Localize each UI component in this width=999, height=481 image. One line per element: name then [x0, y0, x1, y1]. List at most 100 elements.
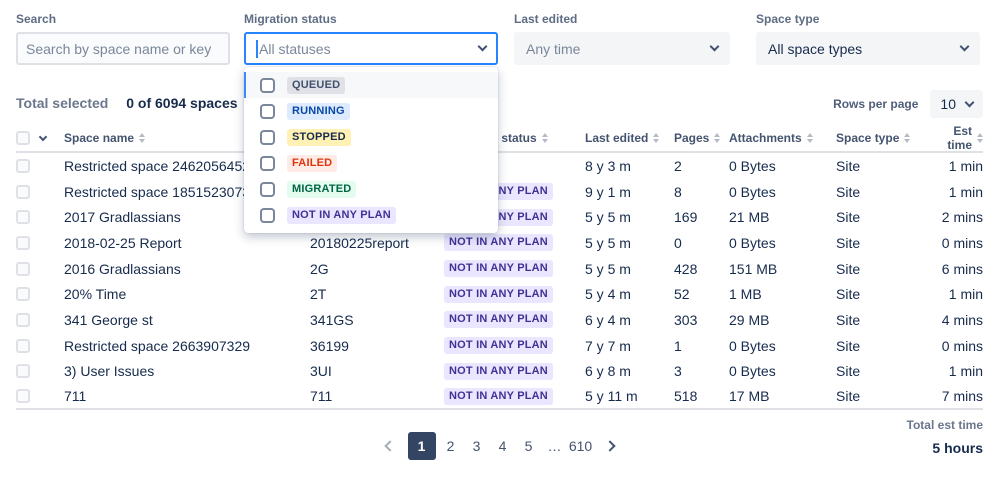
- checkbox-icon[interactable]: [260, 104, 275, 119]
- row-checkbox[interactable]: [16, 287, 30, 301]
- rows-per-page-label: Rows per page: [833, 97, 918, 111]
- status-option-migrated[interactable]: MIGRATED: [244, 176, 498, 202]
- migration-status-select[interactable]: All statuses: [244, 32, 498, 65]
- last-edited-cell: 8 y 3 m: [585, 158, 674, 174]
- chevron-down-icon: [965, 97, 975, 107]
- sort-icon: [904, 133, 910, 143]
- status-lozenge-queued: QUEUED: [287, 77, 345, 94]
- status-lozenge-failed: FAILED: [287, 155, 337, 172]
- row-checkbox[interactable]: [16, 210, 30, 224]
- last-edited-cell: 5 y 5 m: [585, 261, 674, 277]
- migration-status-value: All statuses: [259, 41, 331, 57]
- status-option-stopped[interactable]: STOPPED: [244, 124, 498, 150]
- row-checkbox[interactable]: [16, 236, 30, 250]
- pages-cell: 518: [674, 388, 729, 404]
- chevron-down-icon: [478, 42, 488, 52]
- status-option-failed[interactable]: FAILED: [244, 150, 498, 176]
- prev-page-icon[interactable]: [384, 440, 395, 451]
- row-checkbox[interactable]: [16, 364, 30, 378]
- est-time-cell: 6 mins: [936, 261, 983, 277]
- key-cell: 711: [310, 388, 444, 404]
- status-badge: NOT IN ANY PLAN: [444, 311, 553, 328]
- table-row: 3) User Issues 3UI NOT IN ANY PLAN 6 y 8…: [16, 359, 983, 385]
- checkbox-icon[interactable]: [260, 130, 275, 145]
- est-time-cell: 1 min: [936, 158, 983, 174]
- checkbox-icon[interactable]: [260, 78, 275, 93]
- space-name-cell: 2016 Gradlassians: [64, 261, 310, 277]
- est-time-cell: 1 min: [936, 363, 983, 379]
- table-row: 2016 Gradlassians 2G NOT IN ANY PLAN 5 y…: [16, 256, 983, 282]
- checkbox-icon[interactable]: [260, 156, 275, 171]
- sort-icon: [807, 133, 813, 143]
- space-type-select[interactable]: All space types: [756, 32, 980, 65]
- row-checkbox[interactable]: [16, 185, 30, 199]
- status-option-not-in-any-plan[interactable]: NOT IN ANY PLAN: [244, 202, 498, 228]
- select-all-checkbox[interactable]: [16, 131, 30, 145]
- checkbox-icon[interactable]: [260, 208, 275, 223]
- pages-cell: 0: [674, 235, 729, 251]
- status-lozenge-migrated: MIGRATED: [287, 181, 356, 198]
- key-cell: 20180225report: [310, 235, 444, 251]
- page-button-2[interactable]: 2: [438, 432, 464, 460]
- last-edited-cell: 9 y 1 m: [585, 184, 674, 200]
- last-edited-value: Any time: [526, 41, 580, 57]
- key-cell: 2G: [310, 261, 444, 277]
- expand-all-cell: [40, 137, 64, 140]
- attachments-cell: 0 Bytes: [729, 363, 836, 379]
- col-space-type[interactable]: Space type: [836, 131, 936, 145]
- filter-bar: Search Migration status All statuses Las…: [0, 0, 999, 72]
- rows-per-page-select[interactable]: 10: [930, 90, 983, 118]
- chevron-down-icon[interactable]: [39, 132, 47, 140]
- table-row: 20% Time 2T NOT IN ANY PLAN 5 y 4 m 52 1…: [16, 281, 983, 307]
- page-button-1[interactable]: 1: [408, 432, 436, 460]
- page-button-3[interactable]: 3: [464, 432, 490, 460]
- col-pages[interactable]: Pages: [674, 131, 729, 145]
- space-type-cell: Site: [836, 338, 936, 354]
- col-attachments[interactable]: Attachments: [729, 131, 836, 145]
- total-selected-label: Total selected: [16, 95, 108, 111]
- text-caret: [256, 40, 258, 58]
- status-option-queued[interactable]: QUEUED: [244, 72, 498, 98]
- last-edited-select[interactable]: Any time: [514, 32, 730, 65]
- table-row: Restricted space 1851523073 NOT IN ANY P…: [16, 179, 983, 205]
- space-name-cell: 2018-02-25 Report: [64, 235, 310, 251]
- space-type-value: All space types: [768, 41, 862, 57]
- search-input[interactable]: [16, 32, 230, 65]
- attachments-cell: 151 MB: [729, 261, 836, 277]
- space-type-cell: Site: [836, 158, 936, 174]
- col-last-edited[interactable]: Last edited: [585, 131, 674, 145]
- attachments-cell: 0 Bytes: [729, 338, 836, 354]
- space-type-label: Space type: [756, 12, 980, 26]
- table-body: Restricted space 2462056452 8 y 3 m 2 0 …: [16, 153, 983, 410]
- page-button-610[interactable]: 610: [568, 432, 594, 460]
- checkbox-icon[interactable]: [260, 182, 275, 197]
- space-type-cell: Site: [836, 184, 936, 200]
- pages-cell: 3: [674, 363, 729, 379]
- search-field-group: Search: [16, 12, 230, 65]
- space-type-cell: Site: [836, 312, 936, 328]
- attachments-cell: 21 MB: [729, 209, 836, 225]
- row-checkbox[interactable]: [16, 313, 30, 327]
- table-row: Restricted space 2663907329 36199 NOT IN…: [16, 333, 983, 359]
- search-label: Search: [16, 12, 230, 26]
- col-est-time[interactable]: Est time: [936, 124, 983, 152]
- est-time-cell: 7 mins: [936, 388, 983, 404]
- row-checkbox[interactable]: [16, 339, 30, 353]
- row-checkbox[interactable]: [16, 262, 30, 276]
- pages-cell: 428: [674, 261, 729, 277]
- next-page-icon[interactable]: [604, 440, 615, 451]
- pagination: 1 2 3 4 5 … 610: [0, 432, 999, 460]
- status-lozenge-running: RUNNING: [287, 103, 350, 120]
- rows-per-page-value: 10: [940, 96, 956, 112]
- space-name-cell: 20% Time: [64, 286, 310, 302]
- est-time-cell: 1 min: [936, 286, 983, 302]
- status-option-running[interactable]: RUNNING: [244, 98, 498, 124]
- select-all-cell: [16, 131, 40, 145]
- page-button-4[interactable]: 4: [490, 432, 516, 460]
- row-checkbox[interactable]: [16, 389, 30, 403]
- row-checkbox[interactable]: [16, 159, 30, 173]
- page-button-5[interactable]: 5: [516, 432, 542, 460]
- chevron-down-icon: [960, 42, 970, 52]
- sort-icon: [542, 133, 548, 143]
- last-edited-cell: 5 y 5 m: [585, 209, 674, 225]
